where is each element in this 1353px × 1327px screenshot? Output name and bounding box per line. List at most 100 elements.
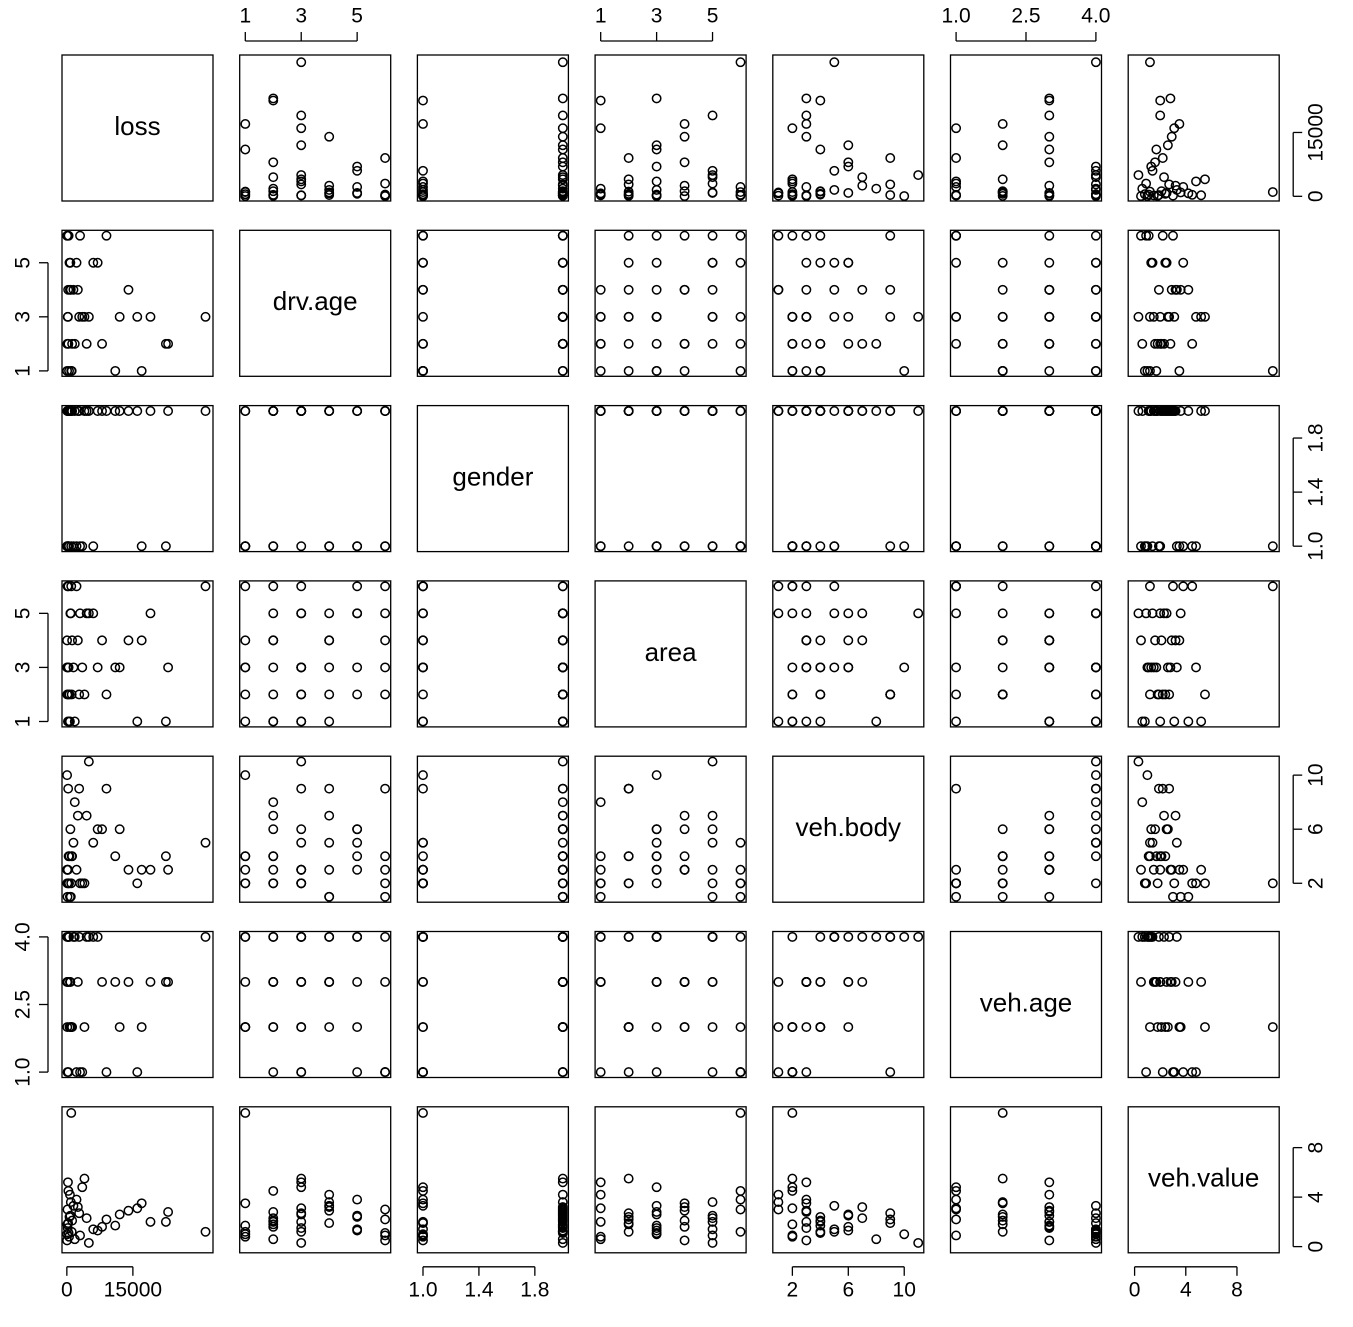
tick-label: 1.0 (12, 1057, 35, 1086)
panel (416, 580, 570, 728)
point (595, 123, 606, 134)
point (1141, 1067, 1152, 1078)
point (679, 131, 690, 142)
point (352, 182, 363, 192)
point (1175, 891, 1186, 902)
variable-label: area (645, 637, 698, 667)
point (679, 191, 690, 202)
point (1187, 581, 1198, 592)
point (81, 931, 92, 942)
point (1164, 406, 1175, 416)
point (62, 635, 73, 646)
point (418, 184, 428, 195)
point (81, 1213, 92, 1224)
point (843, 931, 854, 942)
point (1090, 189, 1101, 200)
point (418, 1182, 428, 1193)
point (1187, 878, 1198, 889)
point (1159, 931, 1169, 942)
point (1151, 144, 1162, 155)
point (72, 1202, 83, 1212)
point (623, 851, 634, 862)
point (787, 608, 798, 619)
point (651, 257, 662, 268)
point (352, 977, 363, 987)
point (557, 230, 568, 241)
point (1175, 1022, 1186, 1032)
point (651, 878, 662, 889)
tick-label: 4.0 (1081, 5, 1110, 28)
point (815, 1216, 826, 1227)
point (145, 608, 156, 619)
point (1159, 810, 1169, 821)
panel (416, 755, 570, 903)
point (380, 1204, 391, 1215)
point (1169, 1067, 1180, 1078)
point (1157, 153, 1168, 163)
point (1267, 878, 1278, 889)
point (557, 662, 568, 673)
point (418, 1022, 428, 1032)
point (68, 837, 79, 848)
point (163, 1207, 174, 1217)
point (200, 406, 211, 416)
point (707, 257, 718, 268)
point (801, 365, 812, 376)
point (268, 977, 279, 987)
point (200, 931, 211, 942)
point (1141, 230, 1152, 241)
point (595, 1177, 606, 1188)
point (595, 95, 606, 106)
point (1183, 977, 1194, 987)
point (871, 1234, 882, 1245)
tick-label: 5 (351, 5, 363, 28)
point (1136, 191, 1146, 202)
point (707, 810, 718, 821)
point (623, 230, 634, 241)
point (843, 161, 854, 172)
point (1267, 187, 1278, 198)
point (1090, 1200, 1101, 1211)
point (240, 635, 251, 646)
point (1164, 689, 1175, 700)
point (1133, 756, 1144, 767)
point (997, 365, 1008, 376)
point (163, 406, 174, 416)
point (1141, 541, 1152, 552)
point (773, 284, 784, 295)
point (380, 878, 391, 889)
point (997, 689, 1008, 700)
point (296, 1226, 307, 1237)
point (557, 891, 568, 902)
point (240, 716, 251, 727)
point (815, 186, 826, 197)
point (92, 1225, 103, 1236)
panel (61, 930, 214, 1079)
point (77, 1182, 88, 1193)
point (240, 878, 251, 889)
point (240, 770, 251, 781)
point (885, 689, 896, 700)
point (240, 851, 251, 862)
point (557, 1203, 568, 1214)
point (1191, 311, 1201, 322)
point (1141, 878, 1152, 889)
point (268, 810, 279, 821)
point (1164, 179, 1175, 190)
point (735, 891, 746, 902)
point (829, 581, 840, 592)
point (240, 1022, 251, 1032)
point (707, 1224, 718, 1235)
point (1175, 608, 1186, 619)
point (707, 406, 718, 416)
point (997, 608, 1008, 619)
point (623, 1208, 634, 1219)
tick-label: 2 (1305, 877, 1328, 889)
point (679, 851, 690, 862)
point (1162, 824, 1173, 835)
point (268, 689, 279, 700)
point (352, 1067, 363, 1078)
panel (594, 404, 747, 553)
point (707, 837, 718, 848)
point (623, 1219, 634, 1230)
